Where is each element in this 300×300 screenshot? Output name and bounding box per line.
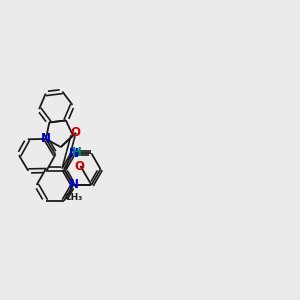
Text: H: H (72, 146, 82, 159)
Text: N: N (68, 146, 78, 160)
Text: O: O (70, 125, 81, 139)
Text: CH₃: CH₃ (64, 194, 83, 202)
Text: N: N (40, 132, 50, 145)
Text: O: O (75, 160, 85, 173)
Text: N: N (69, 178, 79, 191)
